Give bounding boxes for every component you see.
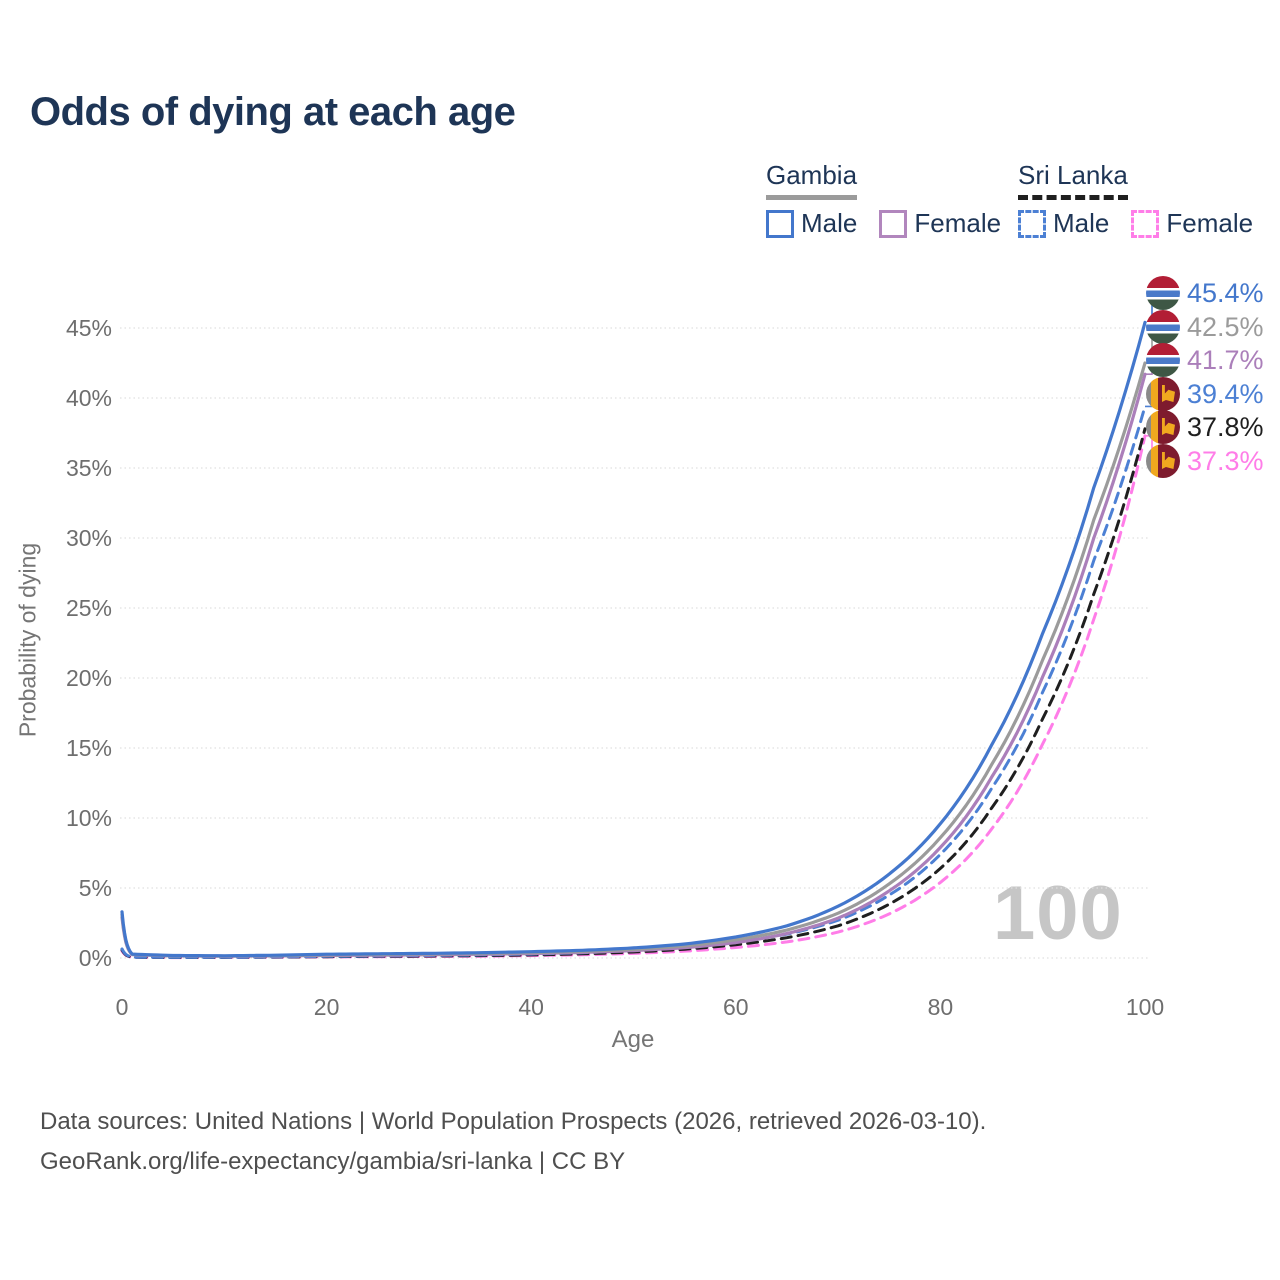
legend-header-label: Sri Lanka — [1018, 160, 1128, 190]
end-value-label: 42.5% — [1187, 311, 1264, 342]
gambia-line-style-swatch — [766, 195, 858, 200]
y-tick-label: 5% — [78, 875, 112, 901]
gambia-flag-icon — [1146, 343, 1180, 377]
x-tick-label: 0 — [115, 994, 129, 1020]
sri-lanka-flag-icon — [1146, 444, 1180, 478]
y-tick-label: 10% — [65, 805, 112, 831]
legend-item-srilanka-female[interactable]: Female — [1131, 208, 1253, 239]
end-label-gambia-female: 41.7% — [1146, 342, 1264, 378]
y-tick-label: 35% — [65, 455, 112, 481]
x-tick-label: 20 — [313, 994, 340, 1020]
srilanka-female-swatch-icon — [1131, 209, 1160, 238]
legend-group-srilanka: Sri Lanka Male Female — [1018, 160, 1253, 239]
legend-item-gambia-male[interactable]: Male — [766, 208, 857, 239]
legend-item-label: Female — [1166, 208, 1254, 238]
legend-header-gambia: Gambia — [766, 160, 858, 200]
end-label-sri-lanka-male: 39.4% — [1146, 376, 1264, 412]
age-watermark: 100 — [993, 871, 1123, 956]
end-label-sri-lanka-both-sexes: 37.8% — [1146, 409, 1264, 445]
series-line-gambia-male — [120, 320, 1147, 958]
x-tick-label: 100 — [1125, 994, 1165, 1020]
legend-item-label: Female — [914, 208, 1002, 238]
series-line-gambia-both-sexes — [120, 361, 1147, 958]
legend-header-label: Gambia — [766, 160, 858, 190]
y-tick-label: 25% — [65, 595, 112, 621]
end-value-label: 37.3% — [1187, 445, 1264, 476]
legend-header-srilanka: Sri Lanka — [1018, 160, 1128, 200]
page-title: Odds of dying at each age — [30, 90, 516, 134]
end-label-gambia-both-sexes: 42.5% — [1146, 309, 1264, 345]
gambia-flag-icon — [1146, 310, 1180, 344]
gambia-female-swatch-icon — [879, 209, 908, 238]
attribution-text: GeoRank.org/life-expectancy/gambia/sri-l… — [40, 1148, 626, 1175]
end-value-label: 41.7% — [1187, 344, 1264, 375]
gambia-male-swatch-icon — [766, 209, 794, 238]
y-tick-label: 30% — [65, 525, 112, 551]
srilanka-male-swatch-icon — [1018, 209, 1046, 238]
sri-lanka-flag-icon — [1146, 377, 1180, 411]
y-tick-label: 45% — [65, 315, 112, 341]
end-label-gambia-male: 45.4% — [1146, 275, 1264, 311]
gambia-flag-icon — [1146, 276, 1180, 310]
y-tick-label: 0% — [78, 945, 112, 971]
series-line-gambia-female — [120, 372, 1147, 958]
data-sources-text: Data sources: United Nations | World Pop… — [40, 1108, 987, 1135]
legend-item-label: Male — [801, 208, 858, 238]
legend-item-srilanka-male[interactable]: Male — [1018, 208, 1109, 239]
legend-item-label: Male — [1053, 208, 1110, 238]
end-value-label: 37.8% — [1187, 411, 1264, 442]
legend-item-gambia-female[interactable]: Female — [879, 208, 1001, 239]
x-tick-label: 60 — [723, 994, 749, 1020]
y-tick-label: 40% — [65, 385, 112, 411]
end-value-label: 39.4% — [1187, 378, 1264, 409]
y-tick-label: 20% — [65, 665, 112, 691]
sri-lanka-flag-icon — [1146, 410, 1180, 444]
y-tick-label: 15% — [65, 735, 112, 761]
x-tick-label: 80 — [927, 994, 954, 1020]
series-line-sri-lanka-female — [120, 434, 1147, 960]
srilanka-line-style-swatch — [1018, 195, 1128, 200]
legend-group-gambia: Gambia Male Female — [766, 160, 1001, 239]
x-tick-label: 40 — [518, 994, 544, 1020]
series-line-sri-lanka-both-sexes — [120, 427, 1147, 959]
x-axis-title: Age — [611, 1026, 655, 1053]
end-value-label: 45.4% — [1187, 277, 1264, 308]
series-line-sri-lanka-male — [120, 404, 1147, 959]
end-label-sri-lanka-female: 37.3% — [1146, 443, 1264, 479]
